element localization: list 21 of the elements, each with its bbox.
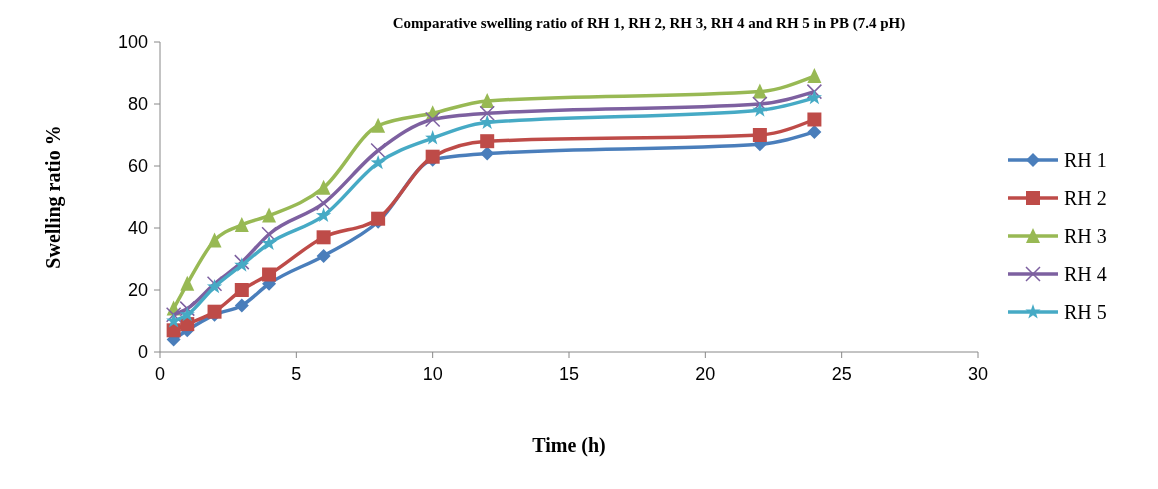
y-tick-label: 0 <box>137 342 148 363</box>
x-tick-label: 20 <box>695 364 716 384</box>
y-tick-label: 100 <box>117 32 148 53</box>
chart-title: Comparative swelling ratio of RH 1, RH 2, RH 3, RH 4 and RH 5 in PB (7.4 pH) <box>392 15 906 32</box>
y-tick-label: 80 <box>127 94 148 115</box>
x-tick-label: 15 <box>558 364 580 384</box>
y-axis-title: Swelling ratio % <box>42 125 65 269</box>
y-tick-label: 20 <box>127 280 148 301</box>
legend-label: RH 1 <box>1064 149 1107 171</box>
y-tick-label: 60 <box>127 156 148 177</box>
x-tick-label: 0 <box>154 364 166 384</box>
x-tick-label: 5 <box>291 364 302 384</box>
x-tick-label: 25 <box>831 364 852 384</box>
y-tick-label: 40 <box>127 218 148 239</box>
x-axis-title: Time (h) <box>532 434 606 457</box>
x-tick-label: 10 <box>422 364 443 384</box>
legend-label: RH 5 <box>1064 301 1107 323</box>
legend-label: RH 4 <box>1064 263 1107 285</box>
legend-label: RH 3 <box>1064 225 1107 247</box>
legend-label: RH 2 <box>1064 187 1107 209</box>
x-tick-label: 30 <box>967 364 989 384</box>
